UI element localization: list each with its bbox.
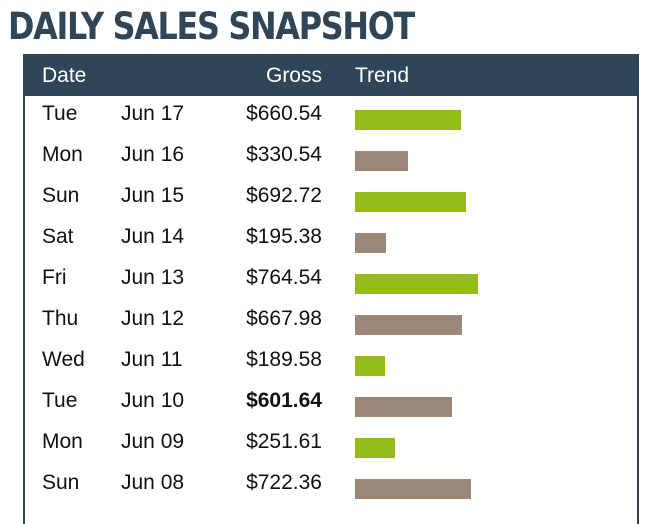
trend-bar: [355, 479, 471, 499]
sales-table: Date Gross Trend Tue Jun 17 $660.54 Mon Jun …: [23, 54, 639, 524]
trend-bar: [355, 233, 386, 253]
row-date: Jun 13: [121, 266, 185, 289]
row-gross: $330.54: [246, 143, 322, 166]
row-day: Thu: [42, 307, 79, 330]
trend-bar: [355, 438, 395, 458]
table-row[interactable]: Mon Jun 16 $330.54: [25, 137, 637, 178]
row-date: Jun 10: [121, 389, 185, 412]
row-date: Jun 16: [121, 143, 185, 166]
row-date: Jun 14: [121, 225, 185, 248]
row-gross: $189.58: [246, 348, 322, 371]
trend-bar: [355, 192, 466, 212]
table-row[interactable]: Wed Jun 11 $189.58: [25, 342, 637, 383]
column-header-gross[interactable]: Gross: [265, 64, 322, 87]
table-row[interactable]: Mon Jun 09 $251.61: [25, 424, 637, 465]
table-row[interactable]: Sun Jun 08 $722.36: [25, 465, 637, 506]
row-gross: $601.64: [246, 389, 322, 412]
row-gross: $251.61: [246, 430, 322, 453]
trend-bar: [355, 110, 461, 130]
table-row[interactable]: Sun Jun 15 $692.72: [25, 178, 637, 219]
row-gross: $660.54: [246, 102, 322, 125]
table-row[interactable]: Fri Jun 13 $764.54: [25, 260, 637, 301]
row-day: Sat: [42, 225, 74, 248]
row-day: Mon: [42, 430, 83, 453]
trend-bar: [355, 356, 385, 376]
trend-bar: [355, 397, 452, 417]
row-date: Jun 11: [121, 348, 183, 371]
row-day: Wed: [42, 348, 85, 371]
row-date: Jun 08: [121, 471, 185, 494]
row-date: Jun 09: [121, 430, 185, 453]
row-date: Jun 15: [121, 184, 185, 207]
row-gross: $195.38: [246, 225, 322, 248]
table-header: Date Gross Trend: [25, 54, 637, 96]
row-gross: $764.54: [246, 266, 322, 289]
row-day: Tue: [42, 102, 78, 125]
row-day: Mon: [42, 143, 83, 166]
row-day: Sun: [42, 471, 80, 494]
row-day: Fri: [42, 266, 67, 289]
column-header-date[interactable]: Date: [42, 64, 87, 87]
row-day: Sun: [42, 184, 80, 207]
page-title: DAILY SALES SNAPSHOT: [8, 5, 415, 48]
row-gross: $692.72: [246, 184, 322, 207]
table-row[interactable]: Tue Jun 17 $660.54: [25, 96, 637, 137]
row-date: Jun 12: [121, 307, 185, 330]
table-row[interactable]: Sat Jun 14 $195.38: [25, 219, 637, 260]
trend-bar: [355, 274, 478, 294]
column-header-trend[interactable]: Trend: [355, 64, 410, 87]
row-gross: $722.36: [246, 471, 322, 494]
row-gross: $667.98: [246, 307, 322, 330]
row-date: Jun 17: [121, 102, 185, 125]
trend-bar: [355, 151, 408, 171]
trend-bar: [355, 315, 462, 335]
table-row[interactable]: Tue Jun 10 $601.64: [25, 383, 637, 424]
table-row[interactable]: Thu Jun 12 $667.98: [25, 301, 637, 342]
row-day: Tue: [42, 389, 78, 412]
